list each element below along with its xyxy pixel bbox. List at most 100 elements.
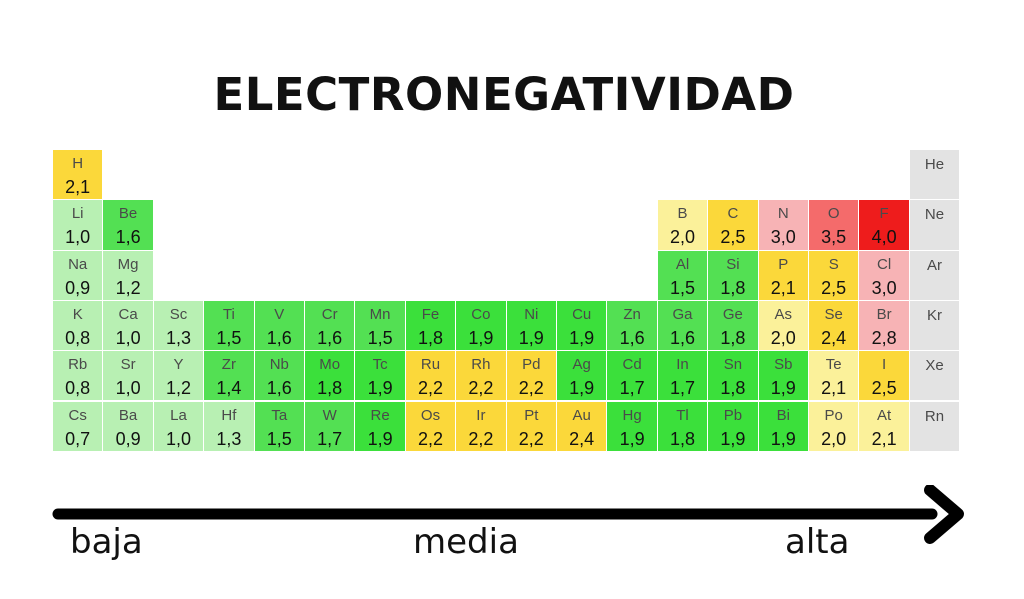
electronegativity-value: 2,0 bbox=[809, 429, 858, 449]
element-cell-ne: Ne bbox=[910, 200, 960, 250]
element-cell-h: H 2,1 bbox=[53, 150, 103, 200]
element-cell-ar: Ar bbox=[910, 251, 960, 301]
element-symbol: O bbox=[809, 205, 858, 222]
electronegativity-value: 0,7 bbox=[53, 429, 102, 449]
electronegativity-value: 1,9 bbox=[456, 328, 505, 348]
element-cell-sr: Sr 1,0 bbox=[103, 351, 153, 401]
element-cell-b: B 2,0 bbox=[658, 200, 708, 250]
element-symbol: Te bbox=[809, 356, 858, 373]
element-symbol: Na bbox=[53, 256, 102, 273]
element-symbol: H bbox=[53, 155, 102, 172]
element-symbol: Zn bbox=[607, 306, 656, 323]
electronegativity-value: 2,1 bbox=[859, 429, 908, 449]
page-title: ELECTRONEGATIVIDAD bbox=[0, 68, 1008, 121]
electronegativity-value: 2,0 bbox=[658, 227, 707, 247]
element-symbol: He bbox=[910, 156, 959, 173]
element-cell-sn: Sn 1,8 bbox=[708, 351, 758, 401]
element-cell-sc: Sc 1,3 bbox=[154, 301, 204, 351]
element-cell-ru: Ru 2,2 bbox=[406, 351, 456, 401]
electronegativity-value: 1,8 bbox=[406, 328, 455, 348]
element-cell-rn: Rn bbox=[910, 402, 960, 452]
element-symbol: I bbox=[859, 356, 908, 373]
element-cell-cs: Cs 0,7 bbox=[53, 402, 103, 452]
element-cell-zr: Zr 1,4 bbox=[204, 351, 254, 401]
element-symbol: Se bbox=[809, 306, 858, 323]
electronegativity-value: 1,9 bbox=[507, 328, 556, 348]
element-cell-tl: Tl 1,8 bbox=[658, 402, 708, 452]
element-symbol: Po bbox=[809, 407, 858, 424]
element-symbol: Hf bbox=[204, 407, 253, 424]
element-symbol: Ge bbox=[708, 306, 757, 323]
electronegativity-value: 1,9 bbox=[607, 429, 656, 449]
element-cell-kr: Kr bbox=[910, 301, 960, 351]
element-cell-na: Na 0,9 bbox=[53, 251, 103, 301]
electronegativity-value: 1,5 bbox=[255, 429, 304, 449]
element-cell-mo: Mo 1,8 bbox=[305, 351, 355, 401]
electronegativity-value: 1,0 bbox=[103, 328, 152, 348]
element-cell-nb: Nb 1,6 bbox=[255, 351, 305, 401]
element-cell-re: Re 1,9 bbox=[355, 402, 405, 452]
electronegativity-value: 2,0 bbox=[759, 328, 808, 348]
element-symbol: Sn bbox=[708, 356, 757, 373]
element-symbol: Pt bbox=[507, 407, 556, 424]
element-cell-cu: Cu 1,9 bbox=[557, 301, 607, 351]
element-cell-ag: Ag 1,9 bbox=[557, 351, 607, 401]
element-symbol: Al bbox=[658, 256, 707, 273]
electronegativity-value: 2,2 bbox=[507, 378, 556, 398]
element-symbol: W bbox=[305, 407, 354, 424]
element-cell-o: O 3,5 bbox=[809, 200, 859, 250]
electronegativity-value: 1,8 bbox=[305, 378, 354, 398]
element-cell-pd: Pd 2,2 bbox=[507, 351, 557, 401]
element-cell-po: Po 2,0 bbox=[809, 402, 859, 452]
periodic-table: H 2,1 He Li 1,0 Be 1,6 B 2,0 C 2,5 N 3,0 O 3,5 F 4,0 Ne Na… bbox=[53, 150, 960, 452]
electronegativity-value: 1,0 bbox=[154, 429, 203, 449]
electronegativity-value: 1,9 bbox=[708, 429, 757, 449]
element-symbol: Ag bbox=[557, 356, 606, 373]
electronegativity-value: 2,2 bbox=[406, 429, 455, 449]
element-cell-cl: Cl 3,0 bbox=[859, 251, 909, 301]
element-symbol: La bbox=[154, 407, 203, 424]
element-cell-sb: Sb 1,9 bbox=[759, 351, 809, 401]
electronegativity-value: 1,0 bbox=[103, 378, 152, 398]
electronegativity-value: 2,5 bbox=[809, 278, 858, 298]
electronegativity-value: 1,2 bbox=[103, 278, 152, 298]
electronegativity-value: 1,8 bbox=[708, 278, 757, 298]
element-symbol: N bbox=[759, 205, 808, 222]
electronegativity-value: 2,5 bbox=[859, 378, 908, 398]
element-cell-pt: Pt 2,2 bbox=[507, 402, 557, 452]
element-symbol: Kr bbox=[910, 307, 959, 324]
electronegativity-value: 3,0 bbox=[859, 278, 908, 298]
electronegativity-value: 1,5 bbox=[658, 278, 707, 298]
electronegativity-value: 1,3 bbox=[154, 328, 203, 348]
element-symbol: Pd bbox=[507, 356, 556, 373]
electronegativity-value: 1,5 bbox=[204, 328, 253, 348]
element-cell-fe: Fe 1,8 bbox=[406, 301, 456, 351]
element-symbol: Sb bbox=[759, 356, 808, 373]
element-symbol: Si bbox=[708, 256, 757, 273]
element-symbol: Fe bbox=[406, 306, 455, 323]
electronegativity-value: 1,6 bbox=[607, 328, 656, 348]
element-symbol: Cs bbox=[53, 407, 102, 424]
element-symbol: F bbox=[859, 205, 908, 222]
element-symbol: Cl bbox=[859, 256, 908, 273]
element-symbol: Mg bbox=[103, 256, 152, 273]
element-cell-hf: Hf 1,3 bbox=[204, 402, 254, 452]
element-symbol: In bbox=[658, 356, 707, 373]
element-symbol: K bbox=[53, 306, 102, 323]
electronegativity-value: 1,9 bbox=[759, 429, 808, 449]
element-cell-p: P 2,1 bbox=[759, 251, 809, 301]
electronegativity-value: 2,8 bbox=[859, 328, 908, 348]
electronegativity-value: 1,8 bbox=[708, 378, 757, 398]
electronegativity-value: 1,9 bbox=[355, 429, 404, 449]
element-symbol: As bbox=[759, 306, 808, 323]
electronegativity-value: 3,5 bbox=[809, 227, 858, 247]
element-symbol: Ne bbox=[910, 206, 959, 223]
element-cell-zn: Zn 1,6 bbox=[607, 301, 657, 351]
element-symbol: Ir bbox=[456, 407, 505, 424]
element-cell-n: N 3,0 bbox=[759, 200, 809, 250]
element-symbol: Y bbox=[154, 356, 203, 373]
element-symbol: Ba bbox=[103, 407, 152, 424]
element-symbol: Ca bbox=[103, 306, 152, 323]
scale-label-high: alta bbox=[785, 522, 849, 562]
element-symbol: Ga bbox=[658, 306, 707, 323]
